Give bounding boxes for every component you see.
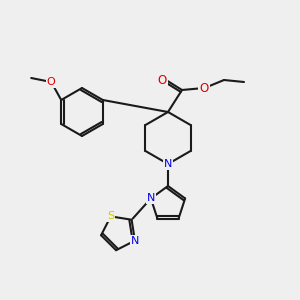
Text: N: N (131, 236, 139, 246)
Text: O: O (47, 77, 56, 87)
Text: N: N (147, 194, 155, 203)
Text: N: N (164, 159, 172, 169)
Text: O: O (200, 82, 208, 94)
Text: S: S (107, 212, 114, 221)
Text: O: O (158, 74, 166, 86)
